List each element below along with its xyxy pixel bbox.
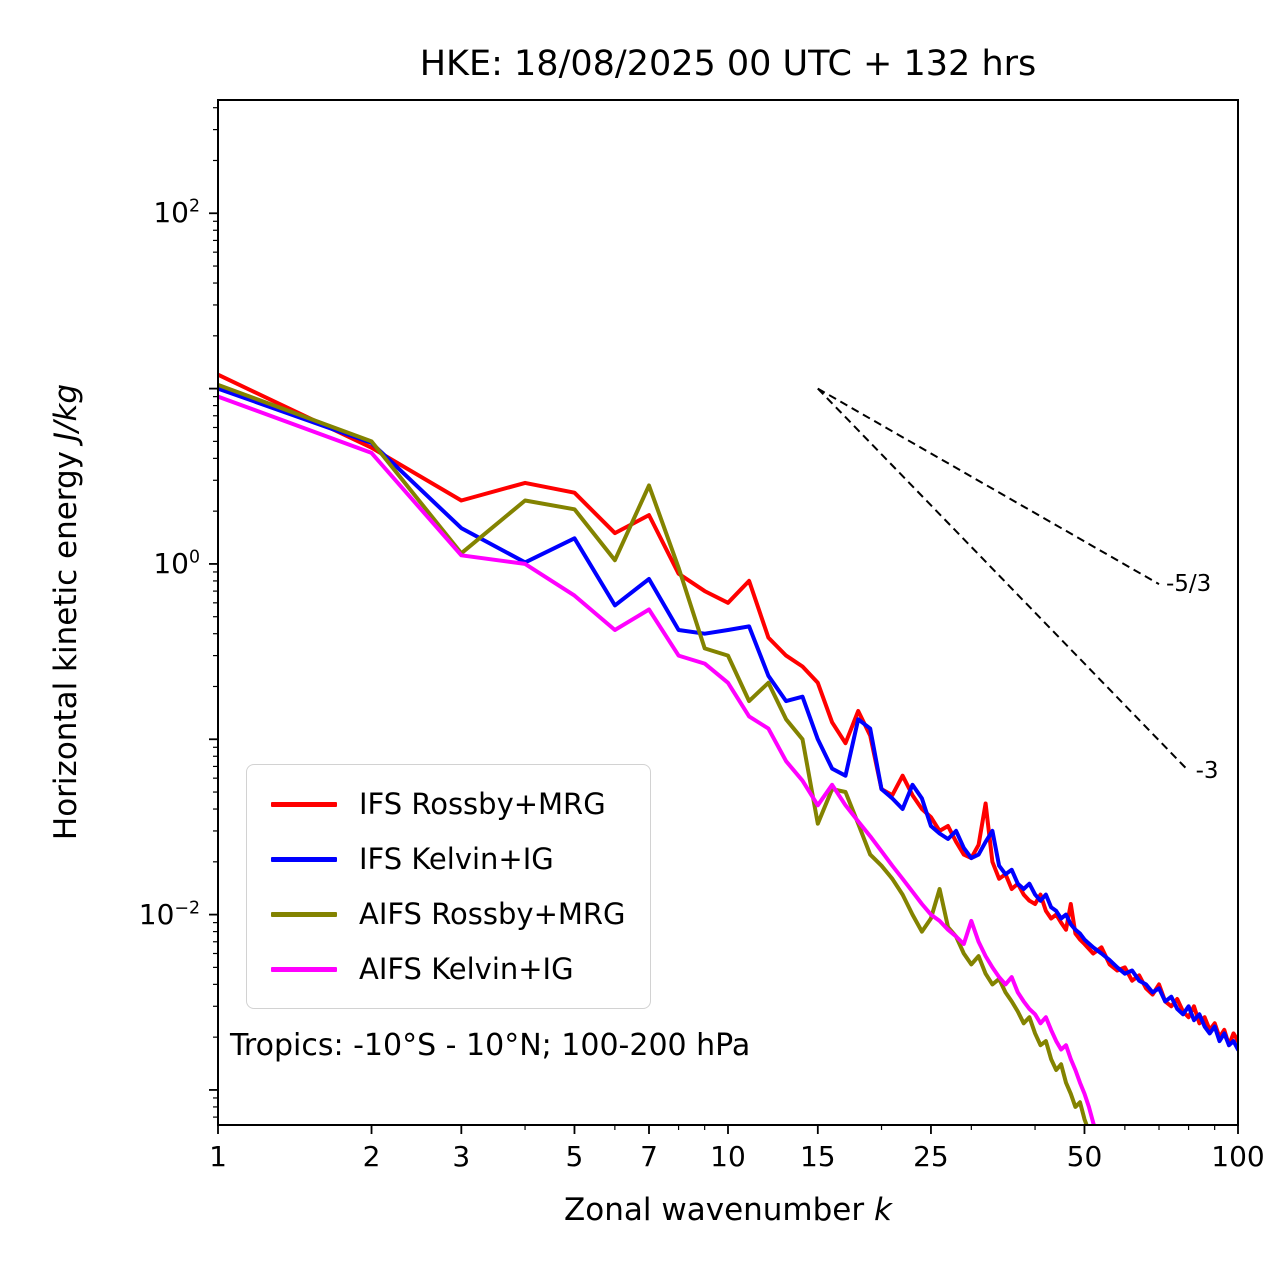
- x-axis-label-symbol: k: [873, 1192, 892, 1228]
- legend-swatch-aifs-rossby-mrg: [271, 911, 337, 917]
- x-tick-label-1: 1: [209, 1140, 227, 1173]
- x-tick-labels: 1 2 3 5 7 10 15 25 50 100: [0, 1140, 1280, 1182]
- legend-item-aifs-kelvin-ig: AIFS Kelvin+IG: [271, 946, 626, 992]
- y-tick-label-1e0: 100: [153, 546, 200, 580]
- legend-label: AIFS Rossby+MRG: [359, 897, 626, 931]
- region-annotation: Tropics: -10°S - 10°N; 100-200 hPa: [230, 1028, 751, 1063]
- y-tick-label-1e2: 102: [153, 196, 200, 230]
- x-tick-label-3: 3: [452, 1140, 471, 1173]
- reference-slope-line--5/3: [817, 387, 1160, 585]
- legend-label: IFS Rossby+MRG: [359, 787, 606, 821]
- legend-label: AIFS Kelvin+IG: [359, 952, 574, 986]
- legend-item-ifs-rossby-mrg: IFS Rossby+MRG: [271, 781, 626, 827]
- slope-label--3: -3: [1195, 757, 1219, 784]
- legend: IFS Rossby+MRG IFS Kelvin+IG AIFS Rossby…: [246, 764, 651, 1009]
- y-tick-label-1e-2: 10−2: [138, 897, 200, 931]
- x-tick-label-100: 100: [1211, 1140, 1265, 1173]
- x-tick-label-7: 7: [640, 1140, 658, 1173]
- x-axis-label-text: Zonal wavenumber: [564, 1192, 874, 1228]
- legend-item-aifs-rossby-mrg: AIFS Rossby+MRG: [271, 891, 626, 937]
- x-tick-label-15: 15: [799, 1140, 836, 1173]
- series-line-aifs-kelvin-ig: [218, 394, 1097, 1125]
- y-tick-labels: 102 100 10−2: [0, 0, 206, 1288]
- x-tick-label-10: 10: [710, 1140, 746, 1173]
- chart-title: HKE: 18/08/2025 00 UTC + 132 hrs: [419, 44, 1037, 84]
- slope-label--5/3: -5/3: [1166, 571, 1212, 598]
- legend-swatch-ifs-rossby-mrg: [271, 801, 337, 807]
- reference-slope-line--3: [817, 387, 1190, 772]
- legend-swatch-ifs-kelvin-ig: [271, 856, 337, 862]
- x-tick-label-25: 25: [913, 1140, 949, 1173]
- plot-border: [217, 99, 1239, 1126]
- legend-item-ifs-kelvin-ig: IFS Kelvin+IG: [271, 836, 626, 882]
- series-line-ifs-kelvin-ig: [218, 386, 1238, 1052]
- legend-swatch-aifs-kelvin-ig: [271, 966, 337, 972]
- legend-label: IFS Kelvin+IG: [359, 842, 554, 876]
- series-line-aifs-rossby-mrg: [218, 382, 1089, 1125]
- x-tick-label-50: 50: [1066, 1140, 1103, 1173]
- x-axis-label: Zonal wavenumber k: [564, 1192, 892, 1228]
- x-tick-label-5: 5: [565, 1140, 584, 1173]
- x-tick-label-2: 2: [362, 1140, 381, 1173]
